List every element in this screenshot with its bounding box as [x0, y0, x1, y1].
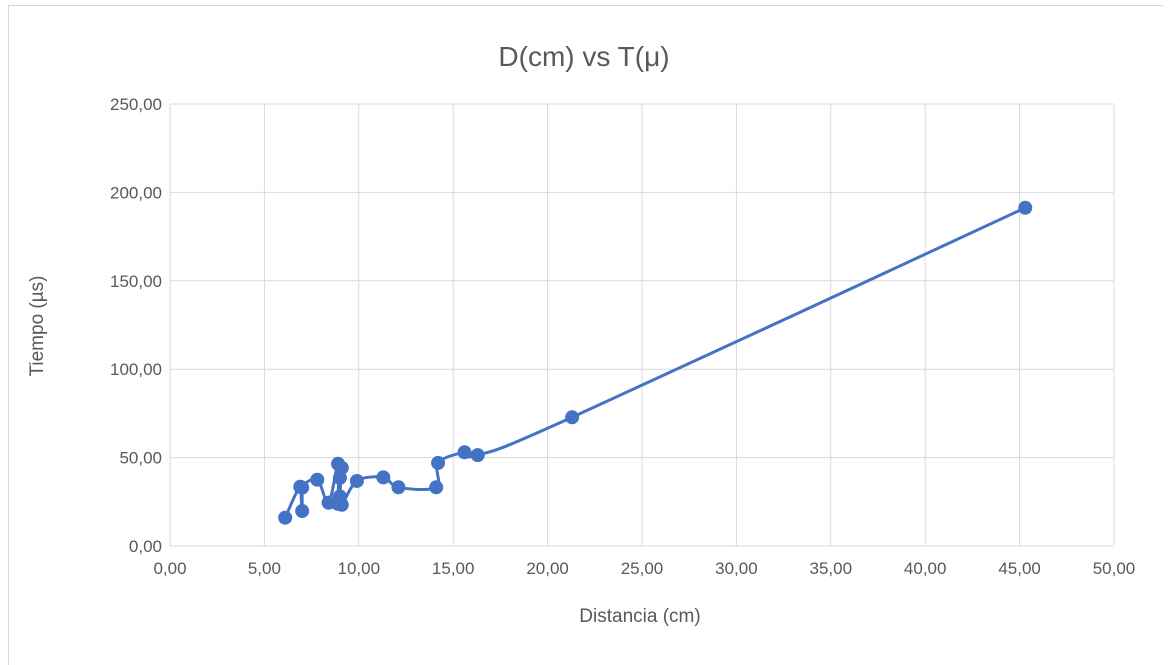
data-point — [1018, 200, 1033, 215]
grid-lines — [169, 103, 1115, 547]
x-axis-ticks: 0,00 5,00 10,00 15,00 20,00 25,00 30,00 35,00 40… — [153, 559, 1135, 578]
data-point — [429, 480, 444, 495]
y-tick-label: 50,00 — [119, 449, 162, 468]
y-axis-ticks: 0,00 50,00 100,00 150,00 200,00 250,00 — [110, 95, 162, 556]
data-point — [565, 410, 580, 425]
data-point — [295, 503, 310, 518]
x-tick-label: 30,00 — [715, 559, 758, 578]
chart-frame — [8, 5, 1163, 665]
y-tick-label: 200,00 — [110, 183, 162, 202]
y-tick-label: 0,00 — [129, 537, 162, 556]
data-point — [431, 455, 446, 470]
data-point — [334, 497, 349, 512]
data-point — [310, 472, 325, 487]
x-tick-label: 35,00 — [810, 559, 853, 578]
data-point — [470, 448, 485, 463]
x-tick-label: 5,00 — [248, 559, 281, 578]
y-tick-label: 150,00 — [110, 272, 162, 291]
y-tick-label: 250,00 — [110, 95, 162, 114]
data-series — [278, 200, 1033, 525]
y-tick-label: 100,00 — [110, 360, 162, 379]
y-axis-title: Tiempo (µs) — [27, 275, 48, 376]
x-tick-label: 20,00 — [526, 559, 569, 578]
data-point — [376, 470, 391, 485]
data-point — [295, 480, 310, 495]
x-axis-title: Distancia (cm) — [579, 606, 700, 627]
data-point — [278, 510, 293, 525]
x-tick-label: 15,00 — [432, 559, 475, 578]
data-point — [334, 460, 349, 475]
x-tick-label: 50,00 — [1093, 559, 1136, 578]
series-line — [283, 206, 1027, 520]
data-point — [391, 480, 406, 495]
chart-title: D(cm) vs T(μ) — [498, 41, 669, 72]
x-tick-label: 40,00 — [904, 559, 947, 578]
x-tick-label: 45,00 — [998, 559, 1041, 578]
x-tick-label: 25,00 — [621, 559, 664, 578]
data-point — [457, 445, 472, 460]
data-point — [349, 473, 364, 488]
x-tick-label: 10,00 — [338, 559, 381, 578]
x-tick-label: 0,00 — [153, 559, 186, 578]
